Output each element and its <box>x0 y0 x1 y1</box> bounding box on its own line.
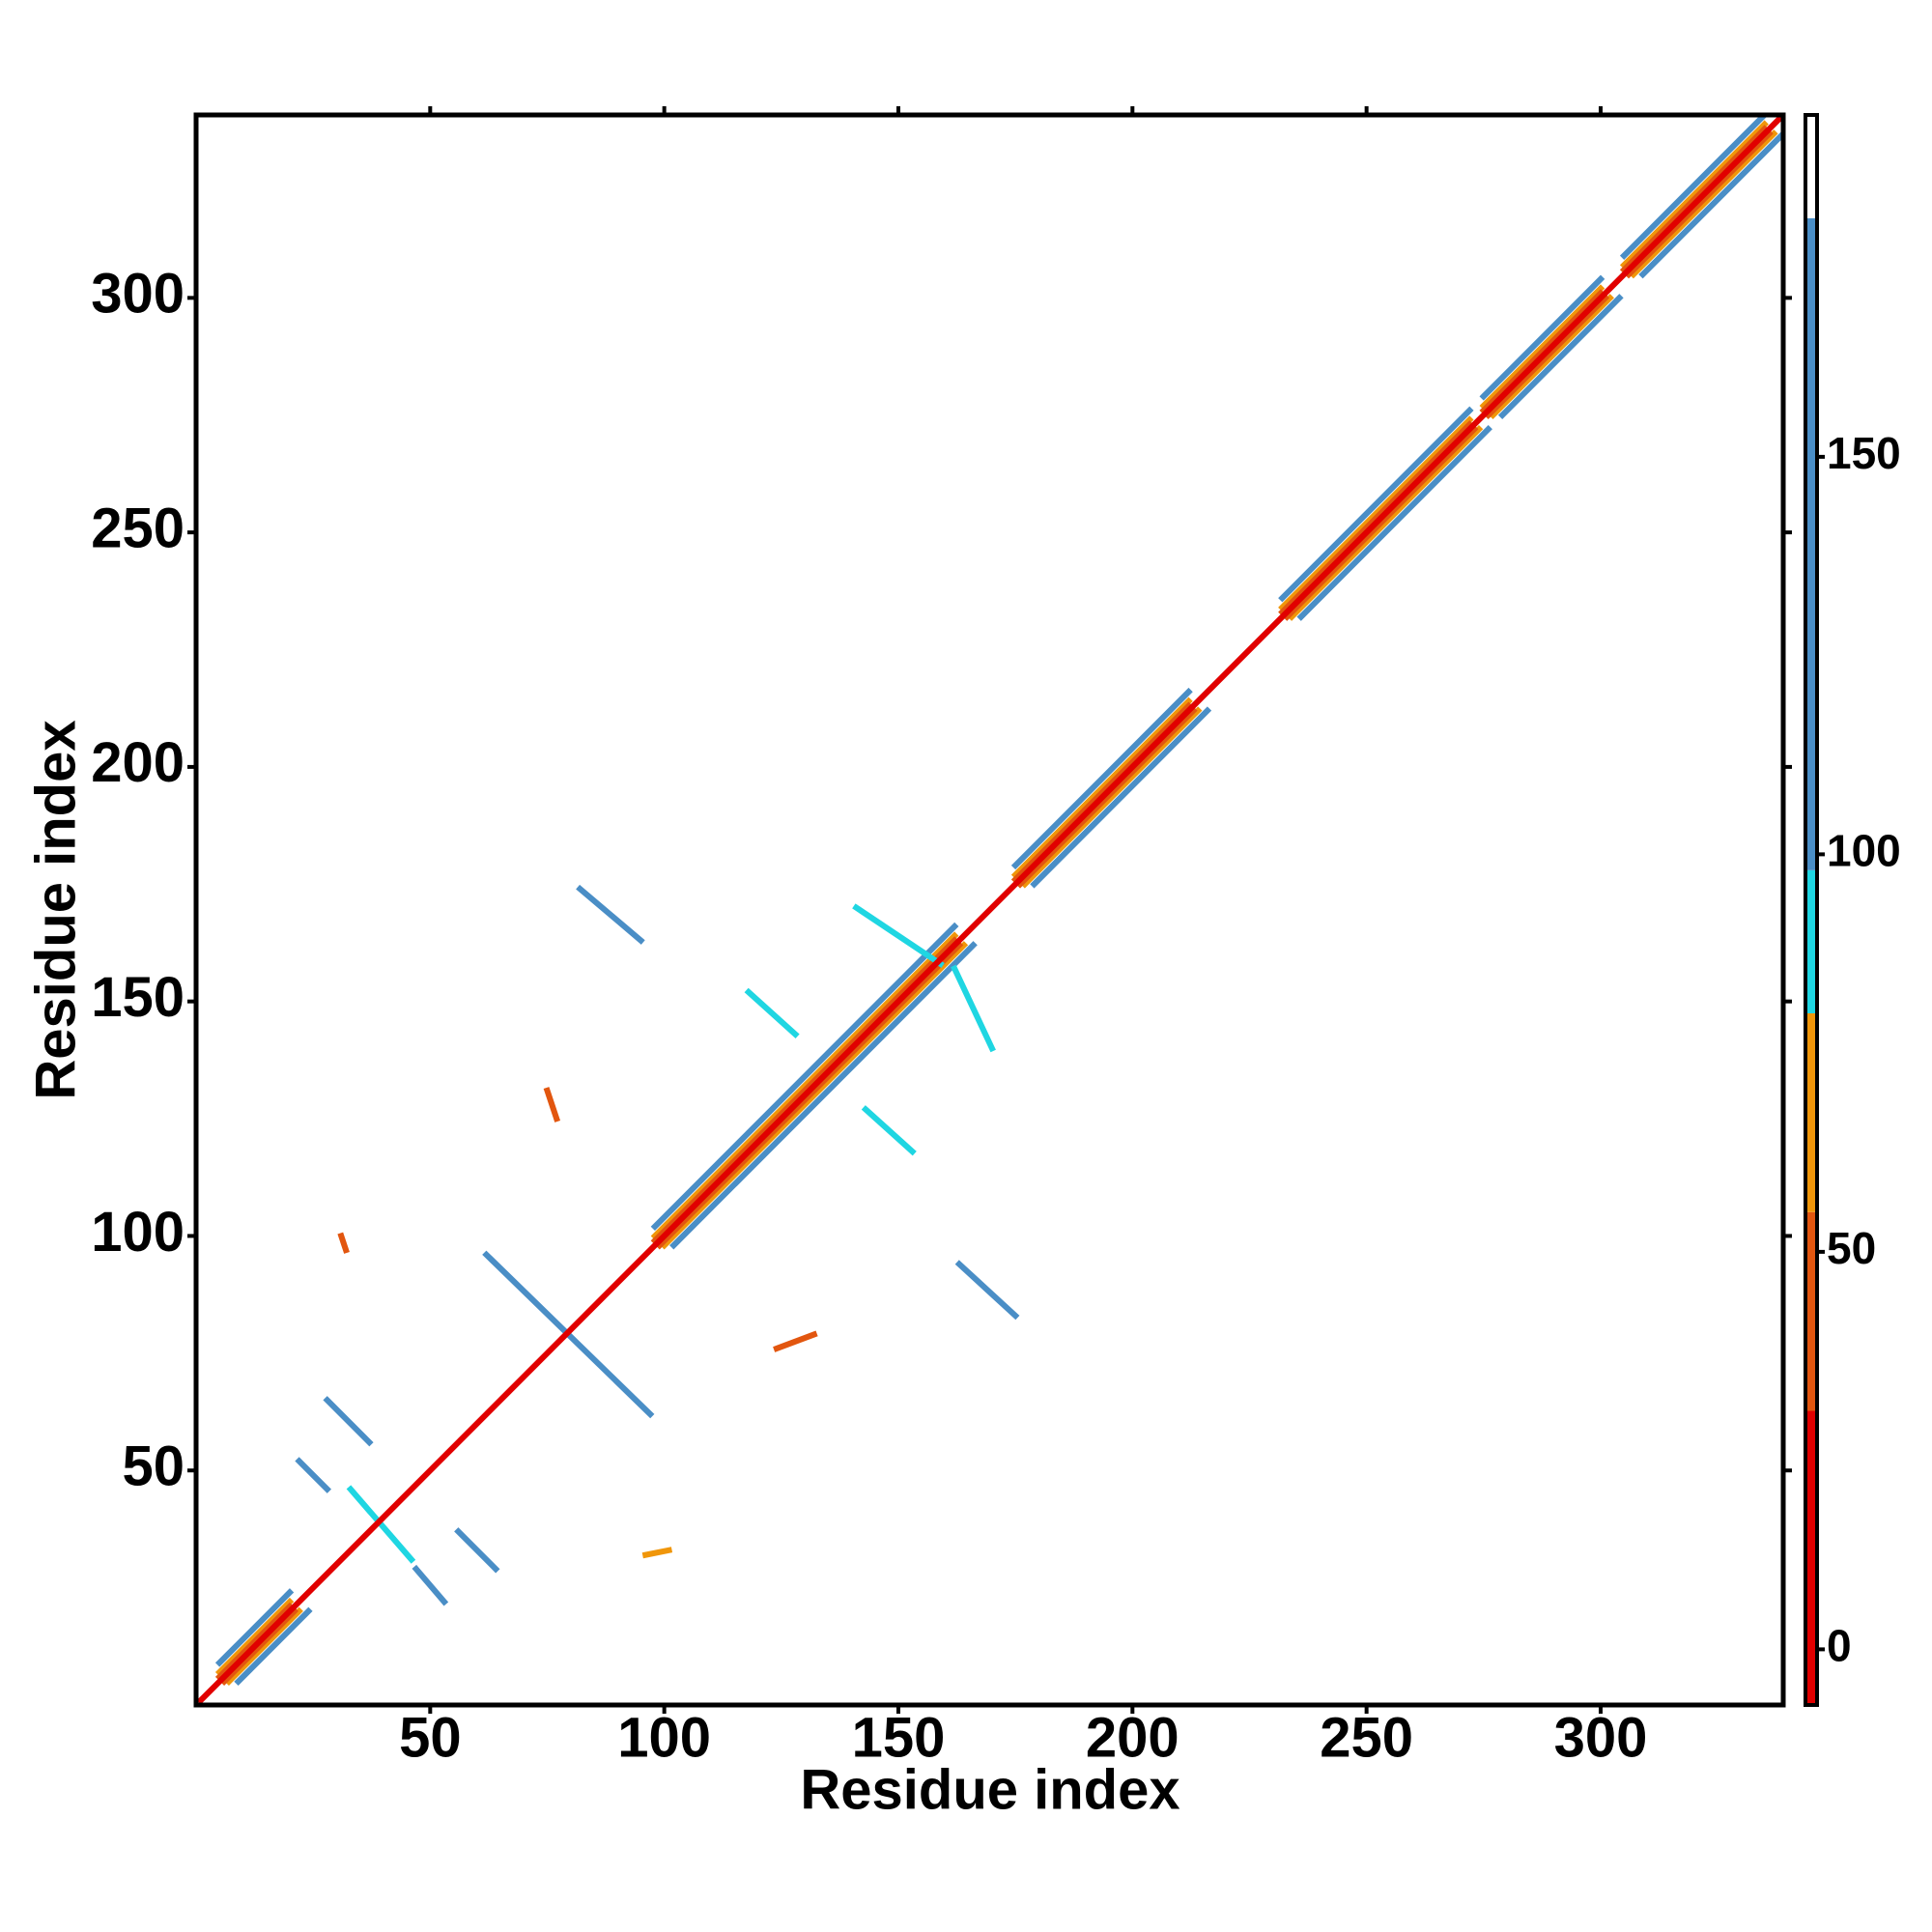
contact <box>1282 425 1479 621</box>
colorbar-tick-label: 50 <box>1827 1223 1876 1273</box>
contact <box>234 1606 313 1687</box>
contact <box>1638 129 1783 279</box>
contact <box>1015 706 1198 889</box>
x-tick-label: 200 <box>1086 1706 1179 1769</box>
contact <box>1010 687 1193 870</box>
x-tick-label: 250 <box>1320 1706 1413 1769</box>
contact <box>295 1457 331 1493</box>
colorbar-band <box>1805 1211 1817 1411</box>
colorbar-band <box>1805 869 1817 1013</box>
contact <box>744 987 800 1038</box>
contact <box>1010 701 1193 884</box>
contact <box>861 1105 917 1156</box>
contact <box>650 936 959 1245</box>
x-tick-label: 100 <box>617 1706 711 1769</box>
contact <box>1479 274 1605 401</box>
contact <box>655 941 964 1250</box>
contact <box>951 964 996 1053</box>
contact <box>1030 706 1212 889</box>
contact <box>669 941 978 1250</box>
contact <box>641 1547 673 1559</box>
contact <box>1489 294 1614 420</box>
x-tick-label: 150 <box>852 1706 946 1769</box>
y-tick-label: 200 <box>91 731 185 794</box>
contact <box>1619 120 1769 270</box>
x-tick-label: 50 <box>399 1706 462 1769</box>
colorbar-tick-label: 150 <box>1827 428 1901 478</box>
x-axis-title: Residue index <box>800 1758 1179 1821</box>
colorbar-band <box>1805 1410 1817 1705</box>
colorbar-band <box>1805 217 1817 870</box>
contact <box>214 1588 295 1667</box>
contact <box>1020 706 1203 889</box>
contact <box>1296 425 1492 621</box>
contact <box>773 1330 818 1352</box>
contact <box>1497 294 1624 420</box>
contact <box>196 115 1783 1705</box>
contact <box>1624 129 1774 279</box>
y-tick-label: 50 <box>122 1435 185 1498</box>
colorbar-tick-label: 0 <box>1827 1621 1852 1671</box>
contact <box>454 1527 500 1574</box>
y-tick-label: 150 <box>91 966 185 1029</box>
plot-frame <box>193 112 1786 1708</box>
contact <box>1629 129 1778 279</box>
contact <box>214 1597 295 1677</box>
y-axis-title: Residue index <box>24 720 87 1099</box>
contact <box>214 1602 295 1682</box>
contact <box>1287 425 1484 621</box>
contact <box>954 1260 1020 1321</box>
contact <box>1278 415 1474 612</box>
contact <box>219 1606 299 1687</box>
colorbar-frame <box>1804 113 1819 1707</box>
contact <box>852 903 945 969</box>
contact <box>1479 289 1605 415</box>
contact <box>650 931 959 1240</box>
colorbar-band <box>1805 1012 1817 1212</box>
contact <box>1278 406 1474 603</box>
contact <box>337 1232 350 1254</box>
y-tick-label: 100 <box>91 1201 185 1264</box>
colorbar-band <box>1805 115 1817 218</box>
contact <box>224 1606 303 1687</box>
contact <box>346 1485 416 1564</box>
x-tick-label: 300 <box>1554 1706 1648 1769</box>
y-tick-label: 250 <box>91 497 185 559</box>
contact <box>1484 294 1610 420</box>
y-tick-label: 300 <box>91 263 185 326</box>
colorbar-tick-label: 100 <box>1827 826 1901 876</box>
plot-marks <box>196 115 1783 1705</box>
contact <box>543 1087 561 1122</box>
contact <box>660 941 969 1250</box>
contact <box>1278 420 1474 616</box>
contact <box>412 1564 449 1606</box>
contact <box>1619 115 1769 260</box>
contact <box>576 884 645 945</box>
contact <box>1010 696 1193 879</box>
contact <box>650 922 959 1232</box>
contact <box>1479 284 1605 411</box>
contact <box>323 1396 374 1447</box>
contact <box>1619 125 1769 274</box>
